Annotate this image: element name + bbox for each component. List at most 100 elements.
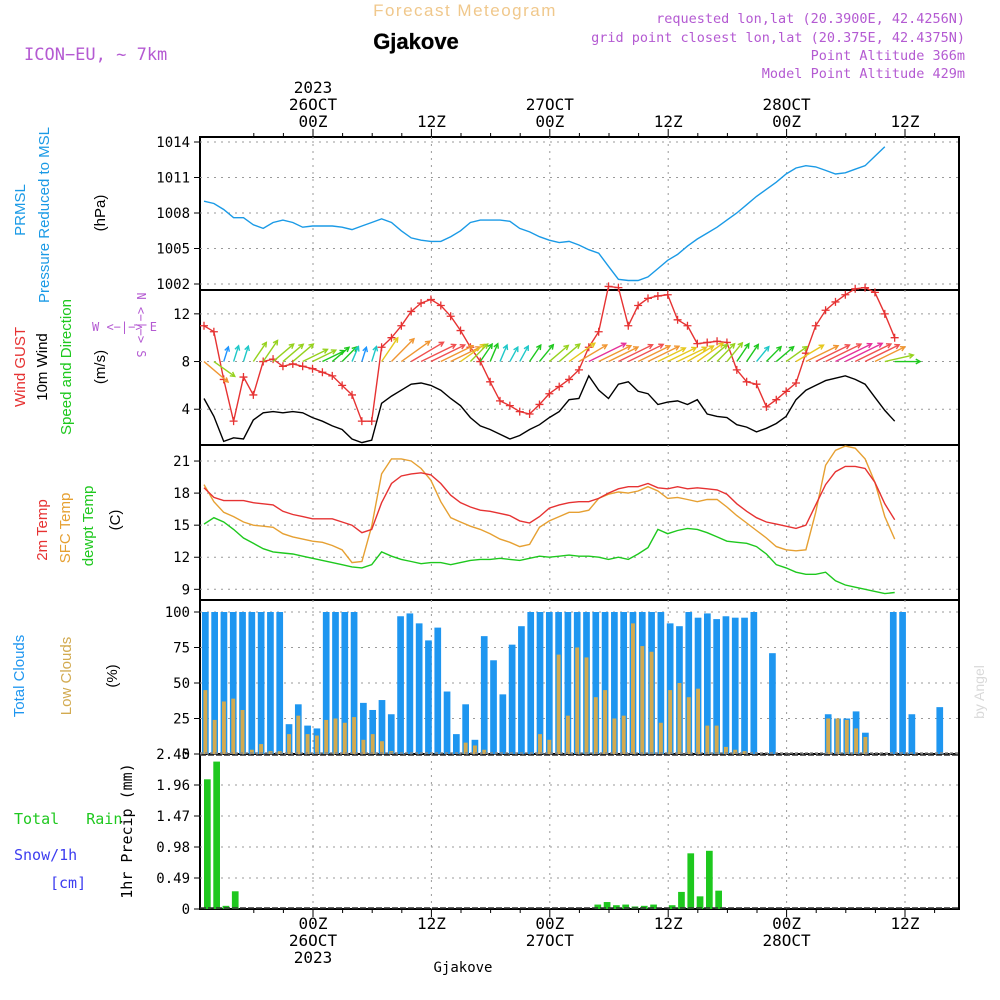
total-cloud-bar <box>564 612 572 754</box>
wind-label-1: Wind GUST <box>12 327 29 407</box>
y-tick-label-clouds: 0 <box>182 747 190 763</box>
wind-gust-marker <box>594 327 603 336</box>
wind-gust-marker <box>772 395 781 404</box>
wind-arrow-head <box>915 358 922 365</box>
wind-gust-marker <box>446 312 455 321</box>
low-cloud-bar <box>835 718 840 754</box>
total-cloud-bar <box>611 612 618 754</box>
wind-direction-arrow <box>272 343 295 363</box>
wind-arrow-head <box>776 345 783 352</box>
wind-direction-arrow <box>884 354 914 363</box>
wind-speed-line <box>203 374 896 444</box>
y-tick-label-pressure: 1011 <box>156 171 190 187</box>
wind-direction-arrow <box>677 346 707 363</box>
wind-direction-arrow <box>331 346 350 363</box>
wind-arrow-head <box>744 342 750 349</box>
time-label-top: 27OCT <box>526 95 575 114</box>
wind-arrow-head <box>899 345 907 352</box>
low-cloud-bar <box>249 749 254 754</box>
wind-arrow-head <box>330 349 338 355</box>
wind-direction-arrow <box>815 344 850 363</box>
wind-arrow-head <box>674 345 681 351</box>
wind-direction-arrow <box>450 346 481 363</box>
rain-bar <box>213 761 220 909</box>
precip-label-3: [cm] <box>50 874 86 892</box>
wind-direction-arrow <box>519 345 529 362</box>
y-tick-label-precipitation: 2.45 <box>156 747 190 763</box>
wind-gust-marker <box>200 321 208 330</box>
wind-gust-marker <box>831 297 840 306</box>
wind-arrow-head <box>450 343 457 350</box>
time-label-top: 12Z <box>654 112 683 131</box>
wind-direction-arrow <box>440 345 474 363</box>
wind-direction-arrow <box>479 343 493 362</box>
time-label-bottom: 2023 <box>294 948 333 967</box>
wind-gust-marker <box>486 377 495 386</box>
time-label-bottom: 26OCT <box>289 931 338 950</box>
wind-arrow-head <box>424 340 432 347</box>
low-cloud-bar <box>696 688 701 754</box>
wind-arrow-head <box>392 336 399 343</box>
cloud-label-2: Low Clouds <box>58 637 75 715</box>
location-title: Gjakove <box>373 29 459 54</box>
total-cloud-bar <box>202 612 209 754</box>
wind-arrow-head <box>691 346 698 353</box>
total-cloud-bar <box>276 612 284 754</box>
low-cloud-bar <box>240 709 245 754</box>
wind-direction-arrow <box>647 345 680 363</box>
pressure-label-1: PRMSL <box>12 184 29 236</box>
time-label-top: 2023 <box>294 78 333 97</box>
wind-arrow-head <box>855 343 863 349</box>
wind-gust-marker <box>861 283 870 292</box>
time-label-bottom: 00Z <box>772 914 801 933</box>
wind-gust-marker <box>653 291 662 300</box>
wind-direction-arrow <box>400 340 431 363</box>
low-cloud-bar <box>863 736 868 754</box>
wind-direction-arrow <box>854 343 892 363</box>
wind-arrow-head <box>753 343 760 350</box>
wind-arrow-head <box>487 342 493 350</box>
wind-direction-arrow <box>548 344 569 363</box>
wind-direction-arrow <box>351 346 360 362</box>
wind-gust-marker <box>604 282 613 291</box>
wind-direction-arrow <box>282 343 304 363</box>
total-cloud-bar <box>713 619 720 754</box>
wind-arrow-head <box>536 343 542 351</box>
wind-arrow-head <box>229 371 236 378</box>
watermark: by Angel <box>971 665 987 719</box>
wind-direction-arrow <box>726 342 743 362</box>
wind-gust-marker <box>397 321 406 330</box>
total-cloud-bar <box>657 612 665 754</box>
low-cloud-bar <box>380 741 384 754</box>
wind-arrow-head <box>502 343 509 351</box>
time-label-bottom: 12Z <box>891 914 920 933</box>
low-cloud-bar <box>686 697 691 754</box>
wind-direction-arrow <box>361 347 368 362</box>
total-cloud-bar <box>397 616 404 754</box>
low-cloud-bar <box>854 728 859 754</box>
wind-arrow-head <box>708 345 715 351</box>
pressure-unit: (hPa) <box>92 195 109 232</box>
total-cloud-bar <box>453 734 460 754</box>
wind-gust-marker <box>436 301 445 310</box>
low-cloud-bar <box>649 651 654 754</box>
precip-labels: Total Rain Snow/1h [cm] 1hr Precip (mm) <box>14 763 136 898</box>
wind-gust-marker <box>298 362 307 371</box>
precip-label-1: Total Rain <box>14 810 122 828</box>
wind-gust-marker <box>565 375 574 384</box>
pressure-series-line <box>203 146 886 282</box>
wind-direction-arrow <box>232 345 240 362</box>
total-cloud-bar <box>257 612 265 754</box>
low-cloud-bar <box>296 715 301 754</box>
wind-direction-arrow <box>627 343 664 363</box>
y-tick-label-wind: 8 <box>182 355 190 371</box>
low-cloud-bar <box>844 719 849 754</box>
wind-direction-arrow <box>864 344 900 363</box>
low-cloud-bar <box>538 734 542 754</box>
wind-arrow-head <box>625 344 633 351</box>
wind-arrow-head <box>408 337 415 344</box>
low-cloud-bar <box>203 690 208 754</box>
wind-gust-marker <box>673 315 682 324</box>
low-cloud-bar <box>361 739 366 754</box>
